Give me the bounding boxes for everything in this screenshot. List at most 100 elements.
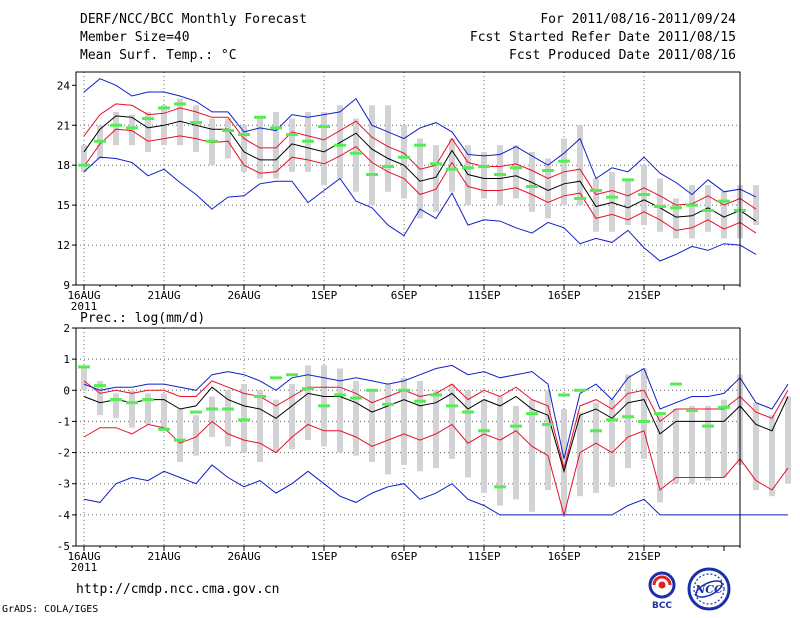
spread-bar <box>385 384 391 475</box>
x-tick-label: 16SEP <box>547 550 580 563</box>
spread-bar <box>321 111 327 186</box>
green-marker <box>414 143 426 147</box>
green-marker <box>446 404 458 408</box>
spread-bar <box>465 390 471 478</box>
green-marker <box>398 155 410 159</box>
spread-bar <box>721 191 727 239</box>
spread-bar <box>433 390 439 469</box>
x-tick-label: 16AUG <box>67 289 100 302</box>
spread-bar <box>353 118 359 192</box>
y-tick-label: -5 <box>57 540 70 553</box>
spread-bar <box>193 415 199 456</box>
spread-bar <box>337 105 343 179</box>
spread-bar <box>289 384 295 450</box>
green-marker <box>78 365 90 369</box>
green-marker <box>286 133 298 137</box>
spread-bar <box>593 178 599 232</box>
green-marker <box>526 412 538 416</box>
x-tick-label: 16AUG <box>67 550 100 563</box>
green-marker <box>174 102 186 106</box>
green-marker <box>254 115 266 119</box>
green-marker <box>542 423 554 427</box>
green-marker <box>190 121 202 125</box>
green-marker <box>190 410 202 414</box>
spread-bar <box>129 390 135 428</box>
green-marker <box>414 399 426 403</box>
spread-bar <box>161 393 167 431</box>
green-marker <box>318 125 330 129</box>
forecast-period-label: For 2011/08/16-2011/09/24 <box>540 12 736 27</box>
green-marker <box>366 173 378 177</box>
green-marker <box>286 373 298 377</box>
green-marker <box>350 151 362 155</box>
series-blue-upper-line <box>83 364 789 459</box>
green-marker <box>542 169 554 173</box>
series-red-upper-line <box>83 380 789 469</box>
series-blue-lower-line <box>83 156 757 262</box>
green-marker <box>462 166 474 170</box>
green-marker <box>94 384 106 388</box>
green-marker <box>174 438 186 442</box>
green-marker <box>142 117 154 121</box>
ncc-logo-icon: NCC <box>687 567 731 611</box>
bcc-logo-icon: BCC <box>648 571 676 610</box>
green-marker <box>350 396 362 400</box>
green-marker <box>302 139 314 143</box>
spread-bar <box>417 380 423 472</box>
x-tick-label: 21SEP <box>627 550 660 563</box>
y-tick-label: 21 <box>57 119 70 132</box>
spread-bar <box>673 198 679 239</box>
spread-bar <box>385 105 391 192</box>
green-marker <box>206 139 218 143</box>
member-size-label: Member Size=40 <box>80 30 190 45</box>
x-tick-label: 21AUG <box>147 550 180 563</box>
spread-bar <box>241 384 247 453</box>
green-marker <box>142 398 154 402</box>
spread-bar <box>673 408 679 484</box>
green-marker <box>654 412 666 416</box>
plot-frame <box>75 327 741 547</box>
spread-bar <box>577 125 583 206</box>
green-marker <box>670 382 682 386</box>
spread-bar <box>241 125 247 172</box>
green-marker <box>558 159 570 163</box>
green-marker <box>158 106 170 110</box>
spread-bar <box>641 368 647 459</box>
green-marker <box>206 407 218 411</box>
spread-bar <box>305 365 311 441</box>
x-year-label: 2011 <box>71 561 98 574</box>
spread-bar <box>513 405 519 500</box>
spread-bar <box>193 105 199 152</box>
series-mean-line <box>83 386 789 474</box>
website-url[interactable]: http://cmdp.ncc.cma.gov.cn <box>76 582 280 597</box>
grads-credit: GrADS: COLA/IGES <box>2 604 99 615</box>
y-tick-label: -1 <box>57 415 70 428</box>
spread-bar <box>481 151 487 199</box>
green-marker <box>670 206 682 210</box>
x-tick-label: 11SEP <box>467 289 500 302</box>
green-marker <box>574 388 586 392</box>
spread-bar <box>209 396 215 437</box>
green-marker <box>430 162 442 166</box>
spread-bar <box>449 138 455 192</box>
green-marker <box>382 165 394 169</box>
green-marker <box>334 393 346 397</box>
x-tick-label: 1SEP <box>311 289 338 302</box>
green-marker <box>446 167 458 171</box>
spread-bar <box>273 111 279 179</box>
series-red-lower-line <box>83 420 789 517</box>
green-marker <box>606 418 618 422</box>
produced-date-label: Fcst Produced Date 2011/08/16 <box>509 48 736 63</box>
spread-bar <box>113 393 119 419</box>
spread-bar <box>257 118 263 179</box>
green-marker <box>606 195 618 199</box>
spread-bar <box>97 380 103 416</box>
spread-bar <box>289 118 295 172</box>
green-marker <box>702 424 714 428</box>
green-marker <box>222 129 234 133</box>
x-tick-label: 26AUG <box>227 289 260 302</box>
refer-date-label: Fcst Started Refer Date 2011/08/15 <box>469 30 736 45</box>
spread-bar <box>449 384 455 459</box>
spread-bar <box>465 145 471 206</box>
